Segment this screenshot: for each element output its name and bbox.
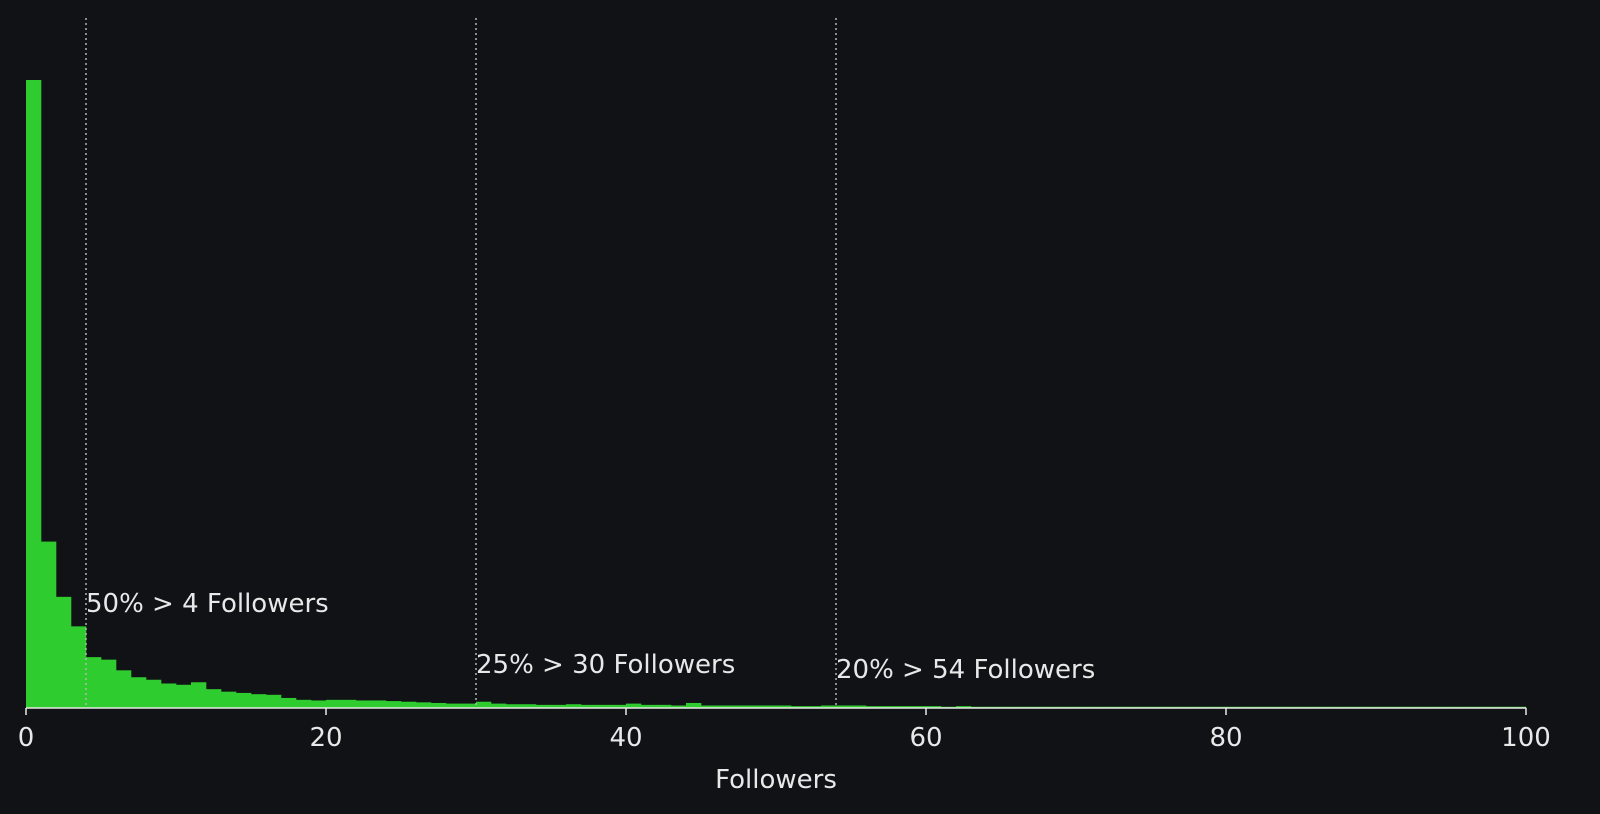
histogram-bar <box>491 703 507 708</box>
x-tick-label: 0 <box>18 723 35 753</box>
reference-lines: 50% > 4 Followers 25% > 30 Followers 20% >… <box>85 18 1095 708</box>
histogram-bar <box>791 706 807 708</box>
histogram-bar <box>221 691 237 708</box>
histogram-bar <box>596 704 612 708</box>
histogram-bar <box>116 670 132 708</box>
histogram-bar <box>71 626 87 708</box>
histogram-bar <box>881 706 897 708</box>
histogram-bar <box>956 706 972 708</box>
histogram-bar <box>821 705 837 708</box>
histogram-bar <box>776 705 792 708</box>
histogram-bar <box>281 697 297 708</box>
histogram-bar <box>251 694 267 708</box>
x-tick-label: 60 <box>909 723 942 753</box>
x-tick-label: 80 <box>1209 723 1242 753</box>
histogram-bar <box>626 703 642 708</box>
x-tick-label: 40 <box>609 723 642 753</box>
histogram-bar <box>716 705 732 708</box>
histogram-bar <box>311 700 327 708</box>
histogram-bar <box>56 596 72 708</box>
histogram-bar <box>671 705 687 708</box>
histogram-bars <box>26 80 1527 708</box>
histogram-bar <box>101 659 117 708</box>
histogram-bar <box>296 699 312 708</box>
reference-line-label: 20% > 54 Followers <box>836 655 1095 685</box>
histogram-bar <box>836 705 852 708</box>
histogram-bar <box>236 692 252 708</box>
histogram-bar <box>191 682 207 708</box>
histogram-bar <box>866 706 882 708</box>
x-tick-label: 20 <box>309 723 342 753</box>
histogram-bar <box>446 703 462 708</box>
histogram-bar <box>86 657 102 708</box>
histogram-bar <box>41 541 57 708</box>
histogram-bar <box>176 684 192 708</box>
histogram-bar <box>746 705 762 708</box>
histogram-bar <box>896 706 912 708</box>
histogram-bar <box>131 677 147 708</box>
histogram-bar <box>686 702 702 708</box>
histogram-bar <box>521 704 537 708</box>
x-axis-title: Followers <box>715 765 837 795</box>
histogram-bar <box>461 703 477 708</box>
histogram-bar <box>341 699 357 708</box>
histogram-bar <box>506 704 522 708</box>
histogram-bar <box>656 704 672 708</box>
histogram-bar <box>851 705 867 708</box>
histogram-bar <box>266 694 282 708</box>
histogram-bar <box>161 683 177 708</box>
histogram-bar <box>641 704 657 708</box>
histogram-bar <box>401 701 417 708</box>
x-tick-label: 100 <box>1501 723 1551 753</box>
reference-line-label: 25% > 30 Followers <box>476 650 735 680</box>
reference-line-label: 50% > 4 Followers <box>86 589 329 619</box>
histogram-bar <box>551 704 567 708</box>
histogram-bar <box>386 701 402 708</box>
x-axis: 0 20 40 60 80 100 <box>18 707 1551 753</box>
histogram-bar <box>356 700 372 708</box>
histogram-bar <box>926 706 942 708</box>
histogram-bar <box>566 704 582 708</box>
histogram-bar <box>536 704 552 708</box>
histogram-bar <box>431 702 447 708</box>
histogram-bar <box>731 705 747 708</box>
histogram-bar <box>146 679 162 708</box>
histogram-bar <box>326 699 342 708</box>
histogram-bar <box>701 705 717 708</box>
histogram-bar <box>761 705 777 708</box>
histogram-bar <box>581 704 597 708</box>
histogram-bar <box>206 689 222 708</box>
histogram-bar <box>26 80 42 708</box>
histogram-bar <box>611 704 627 708</box>
histogram-bar <box>911 706 927 708</box>
histogram-bar <box>371 700 387 708</box>
x-axis-ticks: 0 20 40 60 80 100 <box>18 708 1551 753</box>
histogram-bar <box>416 702 432 708</box>
histogram-bar <box>476 701 492 708</box>
histogram-bar <box>806 706 822 708</box>
